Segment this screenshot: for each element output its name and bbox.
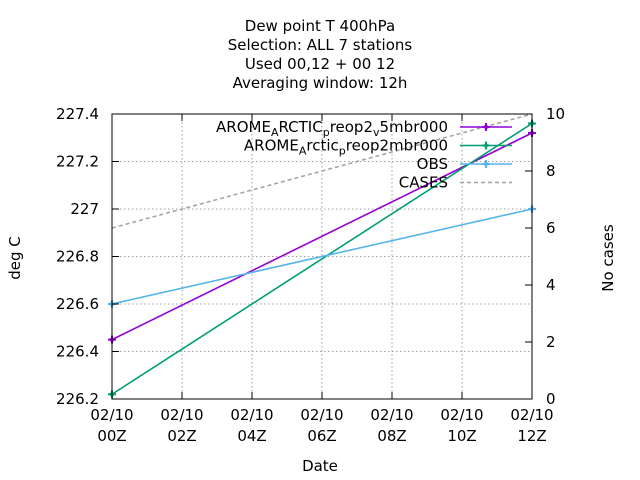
y-tick-label: 227 bbox=[70, 200, 99, 218]
legend-label-part: p bbox=[323, 126, 330, 139]
legend-label-part: RCTIC bbox=[278, 118, 322, 136]
y2-tick-label: 6 bbox=[546, 219, 556, 237]
series-3 bbox=[111, 113, 533, 229]
axis-ticks bbox=[111, 113, 533, 400]
chart-title-line: Selection: ALL 7 stations bbox=[228, 36, 413, 54]
legend-label-part: OBS bbox=[417, 155, 448, 173]
y2-tick-label: 2 bbox=[546, 333, 556, 351]
x-tick-label: 02/10 bbox=[440, 406, 483, 424]
y-tick-label: 226.6 bbox=[56, 295, 99, 313]
y-tick-label: 226.8 bbox=[56, 248, 99, 266]
chart-title-line: Used 00,12 + 00 12 bbox=[245, 55, 395, 73]
legend-label-part: reop2 bbox=[330, 118, 373, 136]
legend-label-part: A bbox=[299, 145, 307, 158]
y-tick-label: 226.2 bbox=[56, 390, 99, 408]
chart-title-line: Dew point T 400hPa bbox=[245, 17, 395, 35]
legend-label-part: A bbox=[271, 126, 279, 139]
x-axis-label: Date bbox=[302, 457, 338, 475]
legend-label-part: AROME bbox=[244, 137, 299, 155]
x-tick-label: 02/10 bbox=[510, 406, 553, 424]
y2-tick-label: 10 bbox=[546, 105, 565, 123]
series-line bbox=[111, 122, 533, 395]
legend-label-part: AROME bbox=[216, 118, 271, 136]
y-tick-label: 227.2 bbox=[56, 153, 99, 171]
legend-label-part: rctic bbox=[306, 137, 338, 155]
x-tick-label: 02/10 bbox=[160, 406, 203, 424]
x-tick-label: 02/10 bbox=[90, 406, 133, 424]
legend: AROMEARCTICpreop2v5mbr000AROMEArcticpreo… bbox=[216, 118, 512, 192]
y-axis-label: deg C bbox=[6, 236, 24, 280]
y2-tick-labels: 0 2 4 6 8 10 bbox=[546, 105, 565, 408]
y2-tick-label: 0 bbox=[546, 390, 556, 408]
legend-label: OBS bbox=[417, 155, 448, 173]
legend-label-part: v bbox=[373, 126, 380, 139]
series-line bbox=[111, 113, 533, 229]
x-tick-label: 12Z bbox=[517, 427, 546, 445]
x-tick-label: 02/10 bbox=[300, 406, 343, 424]
y-tick-labels: 226.2 226.4 226.6 226.8 227 227.2 227.4 bbox=[56, 105, 99, 408]
x-tick-label: 04Z bbox=[237, 427, 266, 445]
series-line bbox=[111, 132, 533, 341]
y2-tick-label: 8 bbox=[546, 162, 556, 180]
x-tick-labels: 02/10 00Z 02/10 02Z 02/10 04Z 02/10 06Z 02/10 08Z… bbox=[90, 406, 553, 445]
legend-label: CASES bbox=[399, 174, 448, 192]
legend-label-part: p bbox=[339, 145, 346, 158]
data-point bbox=[483, 124, 489, 130]
legend-label: AROMEARCTICpreop2v5mbr000 bbox=[216, 118, 448, 139]
x-tick-label: 06Z bbox=[307, 427, 336, 445]
legend-label-part: CASES bbox=[399, 174, 448, 192]
data-point bbox=[483, 143, 489, 148]
legend-label-part: 5mbr000 bbox=[380, 118, 448, 136]
y-tick-label: 227.4 bbox=[56, 105, 99, 123]
y-tick-label: 226.4 bbox=[56, 343, 99, 361]
series-line bbox=[111, 208, 533, 305]
x-tick-label: 02/10 bbox=[370, 406, 413, 424]
x-tick-label: 00Z bbox=[97, 427, 126, 445]
x-tick-label: 02/10 bbox=[230, 406, 273, 424]
grid-lines bbox=[112, 114, 532, 399]
legend-label: AROMEArcticpreop2mbr000 bbox=[244, 137, 448, 158]
y2-axis-label: No cases bbox=[599, 224, 617, 292]
x-tick-label: 10Z bbox=[447, 427, 476, 445]
chart-title-line: Averaging window: 12h bbox=[233, 74, 408, 92]
x-tick-label: 08Z bbox=[377, 427, 406, 445]
x-tick-label: 02Z bbox=[167, 427, 196, 445]
y2-tick-label: 4 bbox=[546, 276, 556, 294]
legend-label-part: reop2mbr000 bbox=[346, 137, 448, 155]
data-point bbox=[483, 161, 489, 167]
